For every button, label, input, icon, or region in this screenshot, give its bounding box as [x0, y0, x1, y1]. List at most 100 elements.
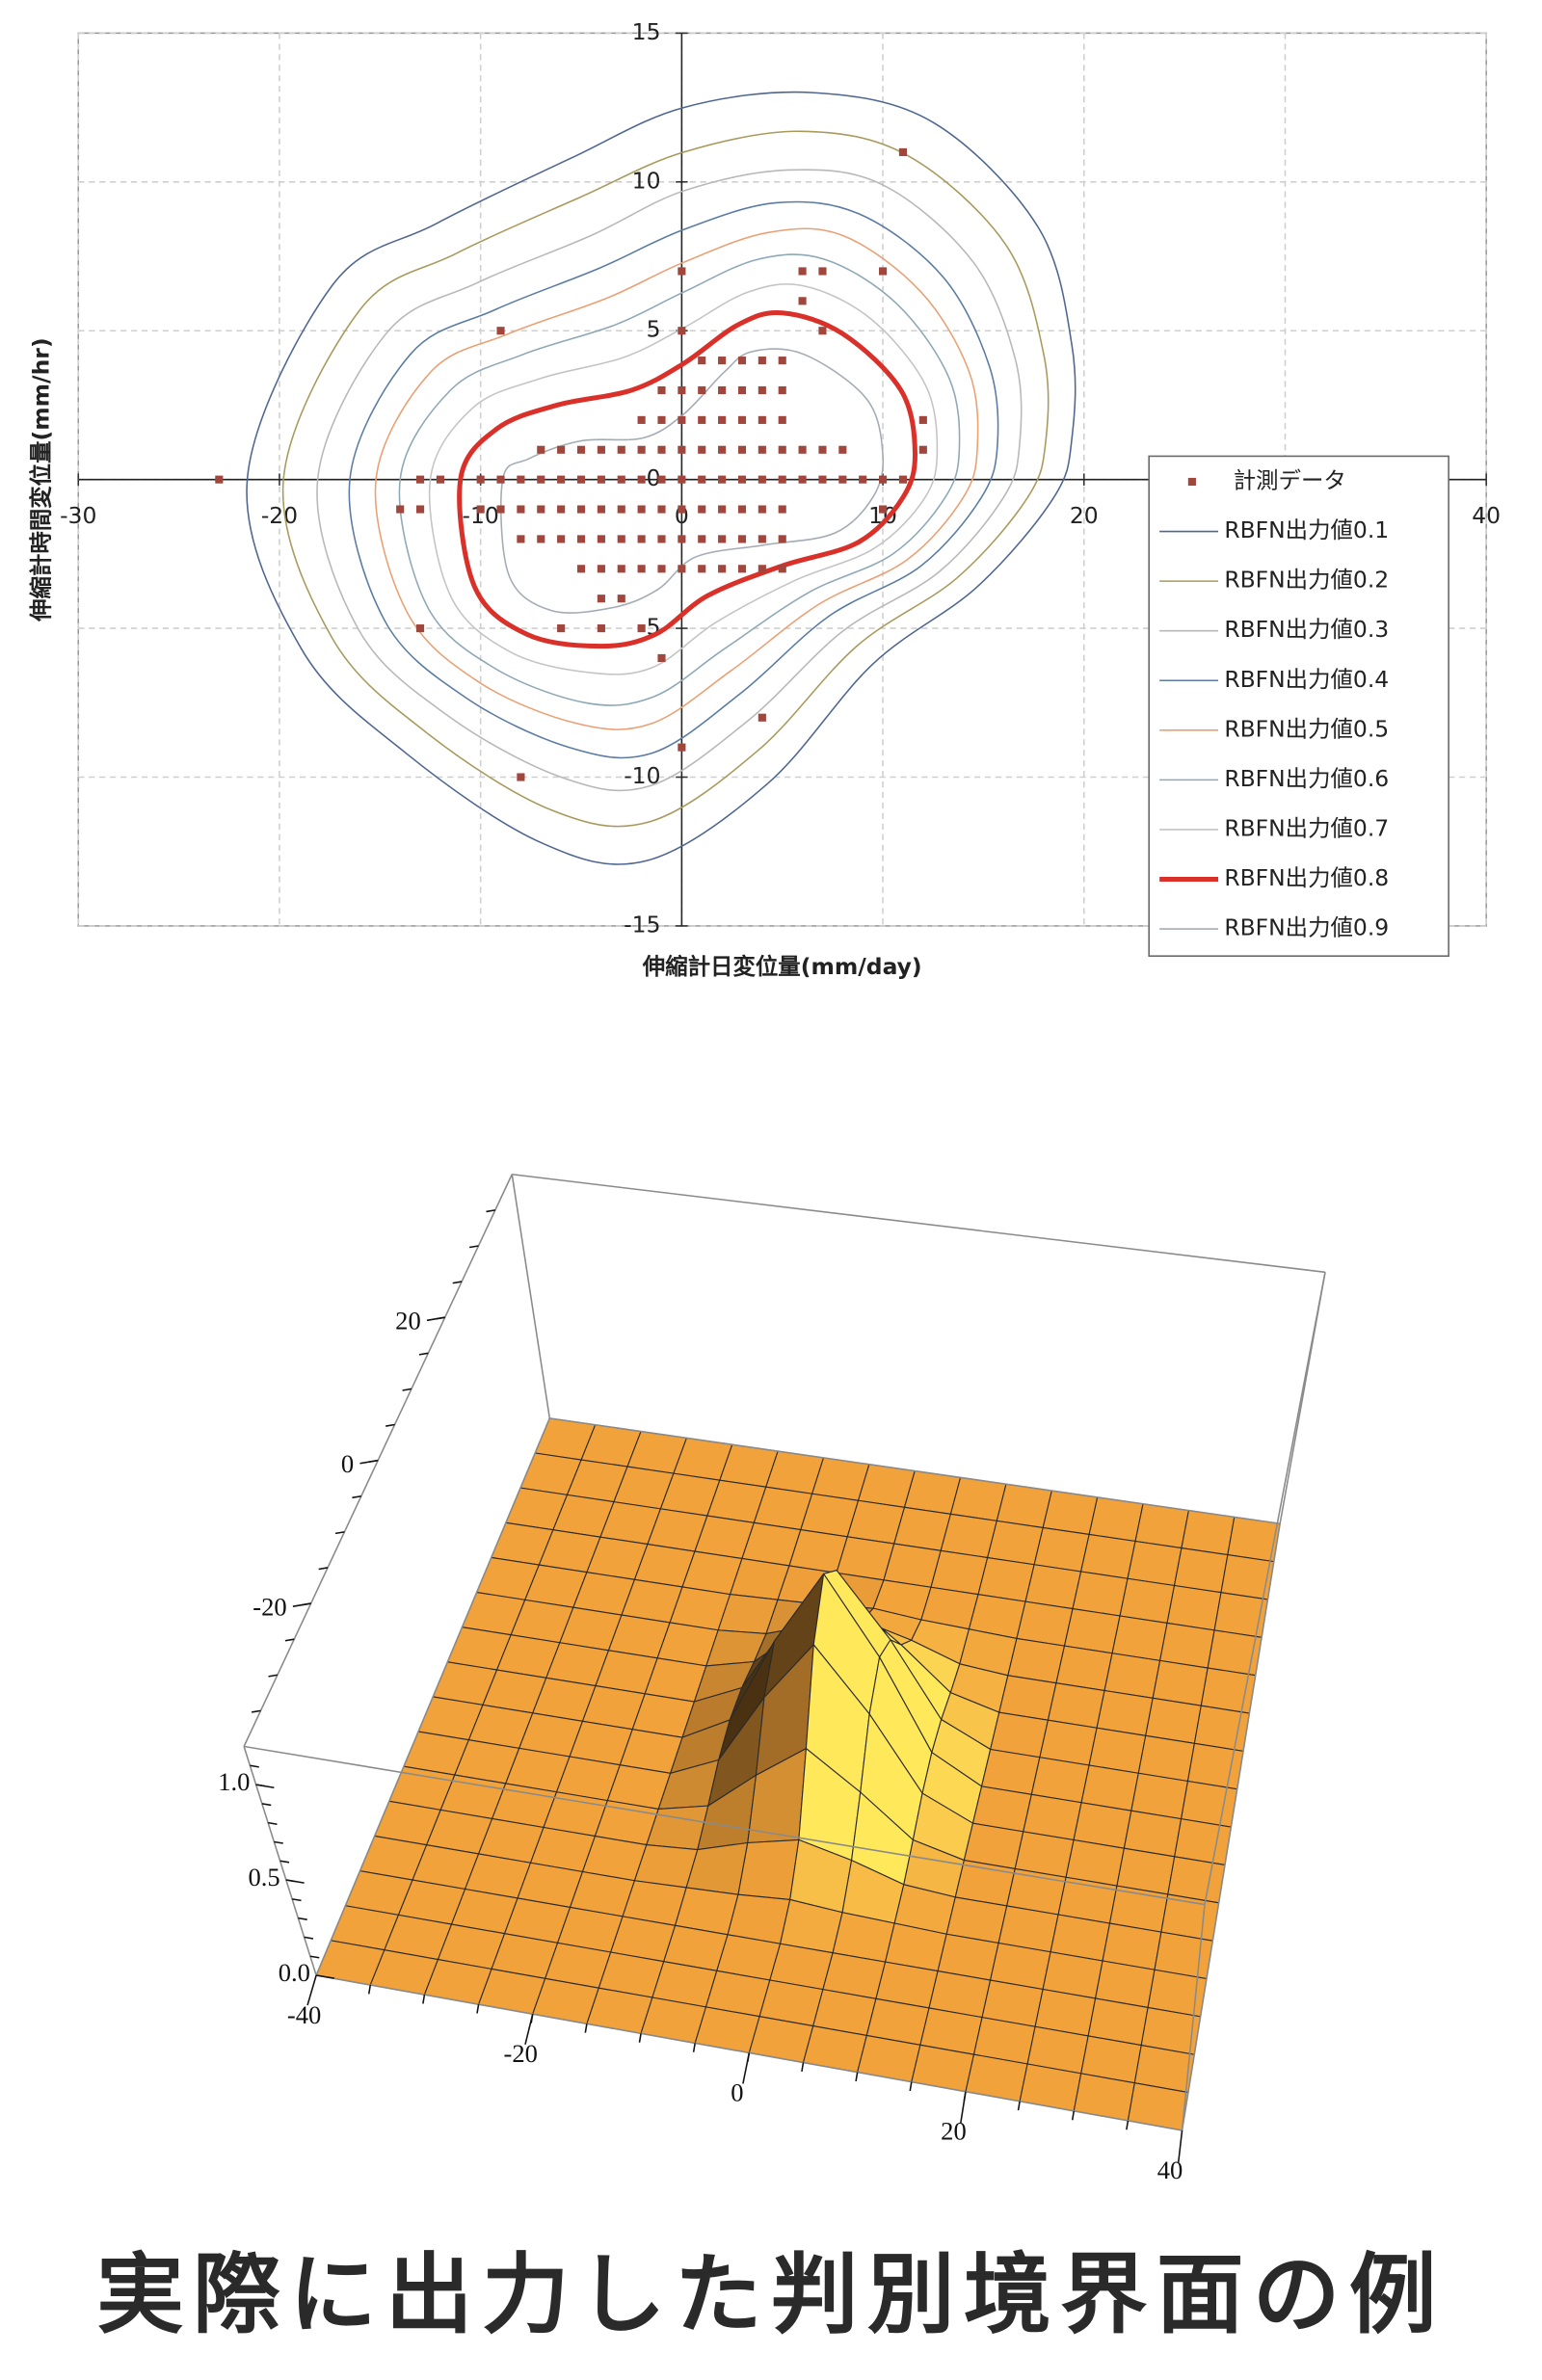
x-tick-label: 40 [1157, 2155, 1183, 2184]
data-point [678, 415, 686, 424]
legend-label: RBFN出力値0.3 [1224, 616, 1389, 643]
data-point [737, 385, 747, 395]
minor-tick [476, 2004, 480, 2014]
data-point [597, 565, 605, 573]
surface-cell [949, 1476, 1007, 1521]
surface-cell [1088, 1496, 1144, 1543]
minor-tick [638, 2033, 642, 2043]
x-tick-mark [1177, 2129, 1183, 2163]
data-point [778, 445, 786, 454]
minor-tick [252, 1709, 261, 1713]
surface-cell [1119, 1577, 1176, 1624]
surface-cell [1173, 1547, 1229, 1594]
legend-label: RBFN出力値0.8 [1224, 864, 1389, 891]
data-point [859, 475, 867, 484]
data-point [758, 415, 766, 424]
data-point [778, 535, 786, 543]
legend-label: RBFN出力値0.9 [1224, 914, 1389, 941]
data-point [576, 505, 586, 514]
data-point [718, 445, 727, 454]
surface-cell [737, 1838, 800, 1900]
minor-tick [285, 1879, 296, 1883]
minor-tick [422, 1994, 426, 2004]
data-point [718, 565, 727, 573]
surface-cell [987, 1520, 1044, 1566]
minor-tick [291, 1898, 302, 1902]
data-point [838, 445, 847, 454]
data-point [657, 445, 666, 454]
minor-tick [284, 1638, 295, 1642]
minor-tick [1017, 2101, 1021, 2111]
z-tick-label: 0.0 [279, 1958, 310, 1987]
surface-cell [1024, 1564, 1082, 1610]
minor-tick [747, 2052, 751, 2062]
data-point [838, 475, 847, 484]
data-point [718, 475, 727, 484]
y-tick-label: 0 [647, 464, 661, 491]
x-tick-label: -30 [60, 502, 96, 529]
data-point [496, 327, 505, 335]
z-tick-label: 0.5 [248, 1863, 279, 1891]
y-axis-title: 伸縮計時間変位量(mm/hr) [27, 337, 54, 621]
x-tick-label: 20 [1070, 502, 1099, 529]
data-point [758, 565, 766, 573]
data-point [737, 505, 747, 514]
y-tick-label: 5 [647, 316, 661, 343]
y-tick-label: 20 [395, 1307, 421, 1335]
minor-tick [584, 2023, 588, 2033]
box-edge [1181, 1523, 1281, 2131]
data-point [557, 445, 566, 454]
data-point [557, 475, 566, 484]
data-point [678, 267, 686, 276]
data-point [617, 475, 625, 484]
data-point [476, 505, 485, 514]
minor-tick [909, 2081, 913, 2092]
surface-cell [1159, 1622, 1215, 1669]
minor-tick [318, 1567, 329, 1571]
minor-tick [436, 1316, 445, 1320]
data-point [758, 475, 766, 484]
data-point [597, 505, 605, 514]
minor-tick [352, 1494, 361, 1499]
x-tick-label: -40 [287, 2000, 321, 2029]
data-point [415, 624, 425, 633]
data-point [737, 535, 747, 543]
data-point [678, 385, 686, 395]
data-point [718, 535, 727, 543]
data-point [879, 267, 888, 276]
x-tick-label: 20 [941, 2117, 967, 2146]
surface-chart: -40 -20 0 20 40 -20 0 20 0.0 0.5 1.0 [218, 1173, 1326, 2184]
data-point [436, 475, 444, 484]
minor-tick [304, 1936, 314, 1940]
legend-label: RBFN出力値0.1 [1224, 516, 1389, 543]
surface-cell [996, 1483, 1052, 1528]
contour-line [348, 200, 999, 759]
box-edge [1181, 1904, 1206, 2131]
data-point [657, 385, 666, 395]
data-point [537, 475, 545, 484]
data-point [617, 535, 625, 543]
data-point [778, 475, 786, 484]
data-point [476, 475, 485, 484]
data-point [617, 595, 625, 603]
data-point [898, 475, 908, 484]
data-point [778, 385, 786, 395]
box-edge [511, 1174, 551, 1418]
minor-tick [386, 1423, 395, 1427]
legend-label: 計測データ [1234, 466, 1346, 493]
data-point [718, 385, 727, 395]
data-point [617, 505, 625, 514]
data-point [557, 535, 566, 543]
data-point [778, 505, 786, 514]
data-point [918, 415, 927, 424]
data-point [597, 445, 605, 454]
data-point [657, 415, 666, 424]
data-point [557, 624, 566, 633]
x-tick-label: -20 [504, 2039, 538, 2068]
z-tick-mark [315, 1974, 335, 1979]
surface-cell [930, 1549, 989, 1596]
data-point [597, 595, 605, 603]
minor-tick [692, 2043, 696, 2052]
surface-cell [1063, 1608, 1121, 1654]
